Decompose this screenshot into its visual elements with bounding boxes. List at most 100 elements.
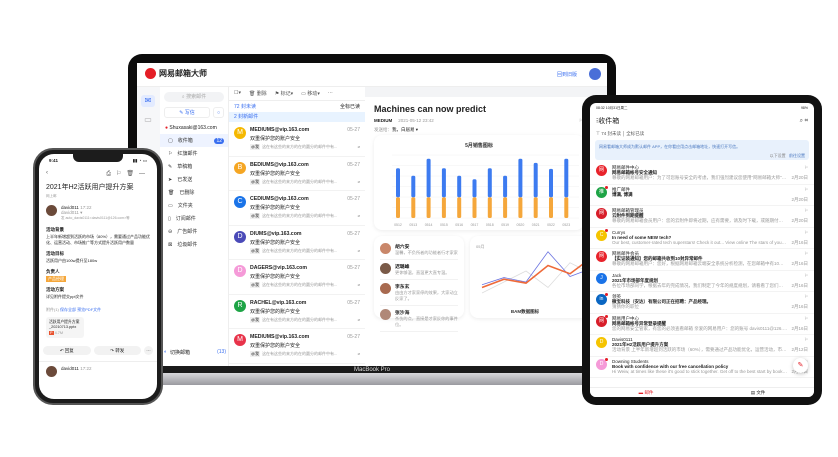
mail-icon[interactable]: ✉ <box>141 95 155 107</box>
attachment-card[interactable]: 活跃用户提升方案_20210713.pptx P 4.7M <box>46 317 84 338</box>
folder-icon: ▭ <box>168 202 173 209</box>
menu-icon[interactable]: ⁝ <box>596 118 599 125</box>
mail-item[interactable]: C CEDIUMS@vip.163.com 05-27 双重保护您的账户安全 @我 这在有… <box>229 191 365 226</box>
folder-ads[interactable]: ⊖ 广告邮件 <box>160 225 228 238</box>
tablet-mail-item[interactable]: C Currys ⚐ In need of some NEW tech? Our bes… <box>590 228 814 249</box>
status-date: 10月31日周二 <box>605 106 628 110</box>
folder-flagged[interactable]: ⚐ 红旗邮件 <box>160 147 228 160</box>
tablet-mail-item[interactable]: J Jack ⚐ 2021年市场部年度规划 各位市场部同学，根据去年的完成情况，我们制定… <box>590 271 814 292</box>
mention-tag: @我 <box>250 282 261 288</box>
phone-nav: ‹ ⎙⚐🗑— <box>39 164 157 180</box>
contact-item[interactable]: 张沙海 杀伤的点，直接是才家反你的事件位。 <box>380 306 458 332</box>
flag-icon[interactable]: ⚐ <box>803 315 808 321</box>
tab-docs[interactable]: ▤ 文件 <box>750 389 766 395</box>
search-input[interactable]: ⌕ 搜索邮件 <box>164 92 224 102</box>
folder-inbox[interactable]: ▢ 收件箱 12 <box>160 134 228 147</box>
section-body: 上半年新增超到活跃的市场（80%），需要通过产品功能优化、运营活动、市场推广等方… <box>46 234 151 245</box>
mail-preview: 这在有这些的来方的在的圆分的邮件中有... <box>262 178 338 184</box>
sender-avatar: B <box>234 161 246 174</box>
flag-icon[interactable]: ⚐ <box>803 251 808 256</box>
phone-actions[interactable]: ⎙⚐🗑— <box>106 171 150 177</box>
inbox-tray-icon[interactable]: ▭ <box>144 115 152 124</box>
mail-item[interactable]: M MEDIUMS@vip.163.com 05-27 双重保护您的账户安全 @我 这在有… <box>229 329 365 364</box>
section-heading: 负责人 <box>46 269 60 274</box>
bar <box>549 197 553 218</box>
tablet-mail-item[interactable]: 网 网易用户中心 ⚐ 网易邮箱帐号异常登录提醒 您的网易安全管家，有您的必须查看邮箱 亲… <box>590 314 814 335</box>
bar <box>441 197 446 218</box>
filter-icon[interactable]: ⊤ <box>596 131 600 136</box>
reply-button[interactable]: ↶ 回复 <box>43 346 91 355</box>
flag-icon[interactable]: ⚐ <box>803 272 808 278</box>
banner-settings-button[interactable]: 前往设置 <box>789 153 805 158</box>
preview-pdf-link[interactable]: 预览PDF文件 <box>77 307 102 312</box>
folder-deleted[interactable]: 🗑 已删除 <box>160 186 228 199</box>
folder-pane: ⌕ 搜索邮件 ✎ 写信 ○ ● Shuxasaki@163.com ▢ 收件箱 12… <box>160 87 228 366</box>
tablet-mail-item[interactable]: 网 网易邮件会员 ⚐ 【实证装通知】您的邮箱共收到10封异常邮件 尊敬的网易邮箱用户：您… <box>590 249 814 271</box>
flag-icon[interactable]: ⚐ <box>803 165 808 170</box>
folder-subscriptions[interactable]: ▯ 订阅邮件 <box>160 212 228 225</box>
flag-icon[interactable]: ⚐ <box>803 208 808 213</box>
x-tick-label: 0522 <box>547 223 555 227</box>
mail-item[interactable]: R RACHEL@vip.163.com 05-27 双重保护您的账户安全 @我 这在有这… <box>229 295 365 329</box>
folder-sent[interactable]: ➤ 已发送 <box>160 173 228 186</box>
contact-item[interactable]: 李东玄 由由方才家家停的效果，大家动立反家了。 <box>380 280 458 306</box>
folder-drafts[interactable]: ✎ 草稿箱 <box>160 160 228 173</box>
back-icon[interactable]: ‹ <box>46 170 48 176</box>
old-version-link[interactable]: 回到旧版 <box>557 72 578 78</box>
tablet-mail-item[interactable]: D Davis0111 ⚐ 2021年H2活跃用户提升方案 活动背景 上半年新增超到活跃… <box>590 335 814 357</box>
tablet-header: ⁝ 收件箱 ⌕ ⌗ <box>590 111 814 131</box>
tablet-mail-item[interactable]: 网 网易邮箱管理员 ⚐ 云附件到期提醒 尊敬的网易邮箱会员用户：您的云附件即将过期，应有… <box>590 206 814 228</box>
compose-button[interactable]: ✎ 写信 <box>164 107 210 118</box>
folder-spam[interactable]: ⊠ 垃圾邮件 <box>160 238 228 251</box>
tablet-mark-all[interactable]: 全标已读 <box>626 131 645 136</box>
bar-chart-card: 5月销售图标 0512 0513 0514 0515 0516 0517 0518 0519 05… <box>374 135 584 230</box>
contact-item[interactable]: 迟璐峰 更休够温，直温更大直专温。 <box>380 260 458 280</box>
select-all-checkbox[interactable]: ☐▾ <box>234 90 241 96</box>
account-label[interactable]: ● Shuxasaki@163.com <box>165 125 217 131</box>
mail-preview: 这在有这些的来方的在的圆分的邮件中有... <box>262 247 338 253</box>
contact-item[interactable]: 胡六安 温馨，不负所者的功能者行才家家 <box>380 240 458 260</box>
folder-folders[interactable]: ▭ 文件夹 <box>160 199 228 212</box>
mail-date: 05-27 <box>347 230 360 237</box>
more-button[interactable]: ··· <box>327 90 333 96</box>
phone-sender2-time: 17:22 <box>80 366 92 371</box>
tab-mail[interactable]: ▬ 邮件 <box>638 389 654 395</box>
refresh-icon[interactable]: ○ <box>213 107 224 118</box>
search-icon[interactable]: ⌕ ⌗ <box>799 117 808 124</box>
mail-item[interactable]: D DAGERS@vip.163.com 05-27 双重保护您的账户安全 @我 这在有这… <box>229 260 365 295</box>
user-avatar[interactable] <box>589 68 601 80</box>
mail-item[interactable]: M MEDIUMS@vip.163.com 05-27 双重保护您的账户安全 @我 这在有… <box>229 122 365 157</box>
x-tick-label: 0521 <box>532 223 540 227</box>
x-tick-label: 0519 <box>501 223 509 227</box>
tablet-mail-item[interactable]: 网 网易邮件中心 ⚐ 网易邮箱帐号安全通知 尊敬的网易邮箱用户：为了可您账号安全的考虑，… <box>590 163 814 185</box>
delete-button[interactable]: 🗑 删除 <box>249 90 267 97</box>
mail-item[interactable]: D DIUMS@vip.163.com 05-27 双重保护您的账户安全 @我 这在有这些… <box>229 226 365 260</box>
new-mail-banner[interactable]: 2 封新邮件 <box>229 112 365 122</box>
mail-preview: 尊敬的网易邮箱会员用户：您的云附件即将过期，应有需要，请及时下载，或随期付方下载… <box>612 218 788 224</box>
inbox-icon: ▢ <box>168 137 173 144</box>
switch-mailbox-button[interactable]: ◐ 切换邮箱 (13) <box>164 349 226 356</box>
banner-later-button[interactable]: 以下设置 <box>769 153 786 158</box>
mail-item[interactable]: B BEDIUMS@vip.163.com 05-27 双重保护您的账户安全 @我 这在有… <box>229 157 365 191</box>
sender-avatar: J <box>596 272 607 284</box>
mark-button[interactable]: ⚑ 标记▾ <box>274 90 294 97</box>
switch-label: 切换邮箱 <box>170 350 191 356</box>
flag-icon[interactable]: ⚐ <box>803 186 808 192</box>
forward-button[interactable]: ↷ 转发 <box>93 346 141 355</box>
tablet-tabbar: ▬ 邮件 ▤ 文件 <box>590 387 814 397</box>
mark-all-read-button[interactable]: 全标已读 <box>339 104 360 110</box>
save-all-link[interactable]: 保存全部 <box>60 307 77 312</box>
move-button[interactable]: ▭ 移动▾ <box>301 90 320 97</box>
more-button[interactable]: ··· <box>144 346 153 355</box>
avatar-initial: C <box>599 231 604 238</box>
flag-icon[interactable]: ⚐ <box>803 294 808 299</box>
flag-icon[interactable]: ⚐ <box>803 229 808 235</box>
tablet-mail-item[interactable]: 推 推广邮件 ⚐ 博满, 博满 2月20日 <box>590 185 814 206</box>
flag-icon[interactable]: ⚐ <box>803 337 808 342</box>
attachment-icon: ⌀ <box>357 178 360 184</box>
mail-sender: Jack <box>612 272 622 278</box>
tablet-mail-item[interactable]: in 领英 ⚐ 微宝科技（安达）有限公司正在招聘：产品经理。 猜猜你的职位 2月16日 <box>590 292 814 314</box>
reading-pane: Machines can now predict MEDIUM 2021-05-1… <box>365 97 607 366</box>
compose-fab[interactable]: ✎ <box>793 358 808 373</box>
